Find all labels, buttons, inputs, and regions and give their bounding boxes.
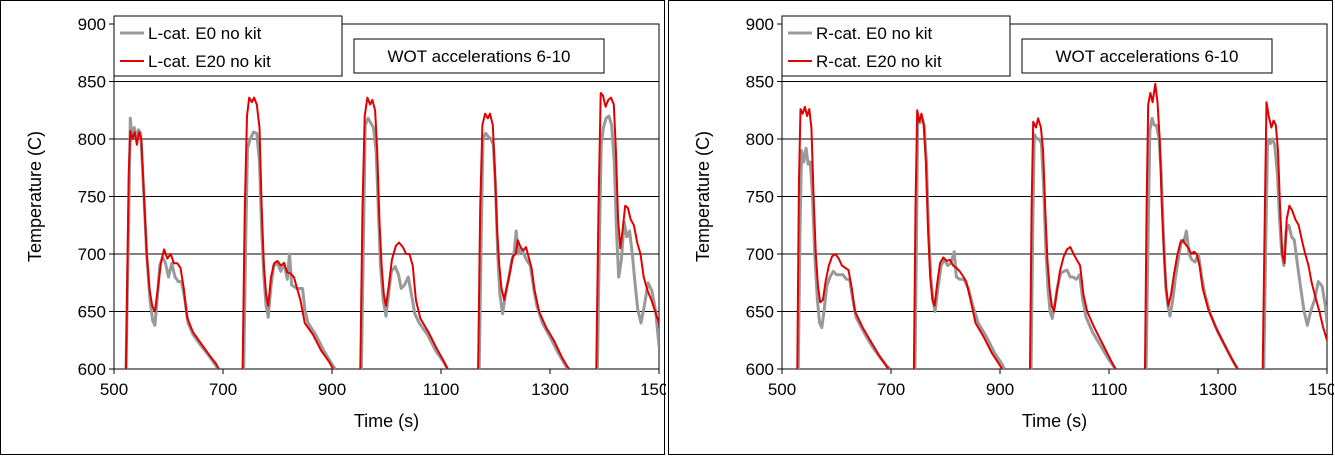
- y-tick-label: 850: [78, 73, 106, 92]
- x-tick-label: 900: [986, 380, 1014, 399]
- series-line: [242, 130, 337, 369]
- chart-panel-left: 600 650 700 750 800 850 900 500 700 900 1100 1300 15…: [0, 0, 666, 455]
- legend-label: R-cat. E20 no kit: [816, 52, 942, 71]
- legend-label: L-cat. E0 no kit: [148, 24, 262, 43]
- x-tick-label: 500: [100, 380, 128, 399]
- y-tick-label: 700: [78, 245, 106, 264]
- annotation-box: [353, 38, 605, 74]
- x-axis-label: Time (s): [1022, 411, 1087, 431]
- chart-right: 600 650 700 750 800 850 900 500 700 900 1100 1300 15…: [693, 15, 1334, 431]
- x-tick-label: 1100: [423, 380, 460, 399]
- x-tick-label: 900: [318, 380, 346, 399]
- chart-left: 600 650 700 750 800 850 900 500 700 900 1100 1300 15…: [25, 15, 666, 431]
- x-tick-label: 1300: [531, 380, 569, 399]
- x-tick-label: 1500: [1308, 380, 1334, 399]
- series-line: [1144, 82, 1239, 369]
- y-tick-label: 850: [746, 73, 774, 92]
- x-tick-label: 1500: [640, 380, 666, 399]
- x-tick-label: 500: [768, 380, 796, 399]
- annotation-text: WOT accelerations 6-10: [1056, 47, 1239, 66]
- x-axis-label: Time (s): [354, 411, 419, 431]
- y-tick-label: 750: [78, 188, 106, 207]
- x-tick-label: 1300: [1199, 380, 1237, 399]
- y-tick-label: 650: [746, 303, 774, 322]
- chart-panel-right: 600 650 700 750 800 850 900 500 700 900 1100 1300 15…: [668, 0, 1334, 455]
- y-tick-label: 700: [746, 245, 774, 264]
- y-tick-label: 600: [78, 360, 106, 379]
- y-tick-label: 900: [78, 15, 106, 34]
- y-axis-label: Temperature (C): [25, 131, 45, 262]
- series-e20: [796, 82, 1327, 369]
- series-line: [125, 130, 220, 369]
- y-tick-label: 650: [78, 303, 106, 322]
- series-line: [1029, 117, 1117, 369]
- series-e0: [124, 114, 659, 369]
- y-axis-label: Temperature (C): [693, 131, 713, 262]
- y-tick-label: 750: [746, 188, 774, 207]
- series-line: [796, 105, 890, 369]
- y-tick-label: 800: [746, 130, 774, 149]
- annotation-box: [1021, 38, 1273, 74]
- series-line: [359, 96, 449, 369]
- series-line: [595, 114, 659, 369]
- x-tick-label: 700: [877, 380, 905, 399]
- y-tick-label: 800: [78, 130, 106, 149]
- legend-label: L-cat. E20 no kit: [148, 52, 271, 71]
- series-line: [595, 92, 659, 369]
- legend-box: [781, 15, 1011, 77]
- series-line: [796, 146, 891, 369]
- series-line: [477, 112, 570, 369]
- series-line: [359, 116, 449, 369]
- series-line: [241, 96, 334, 369]
- series-line: [1261, 101, 1327, 369]
- y-tick-label: 600: [746, 360, 774, 379]
- series-e20: [125, 92, 659, 369]
- annotation-text: WOT accelerations 6-10: [388, 47, 571, 66]
- y-tick-label: 900: [746, 15, 774, 34]
- series-e0: [796, 116, 1327, 369]
- series-line: [912, 109, 1004, 369]
- legend-label: R-cat. E0 no kit: [816, 24, 932, 43]
- legend-box: [113, 15, 343, 77]
- series-line: [124, 116, 220, 369]
- x-tick-label: 700: [209, 380, 237, 399]
- x-tick-label: 1100: [1091, 380, 1128, 399]
